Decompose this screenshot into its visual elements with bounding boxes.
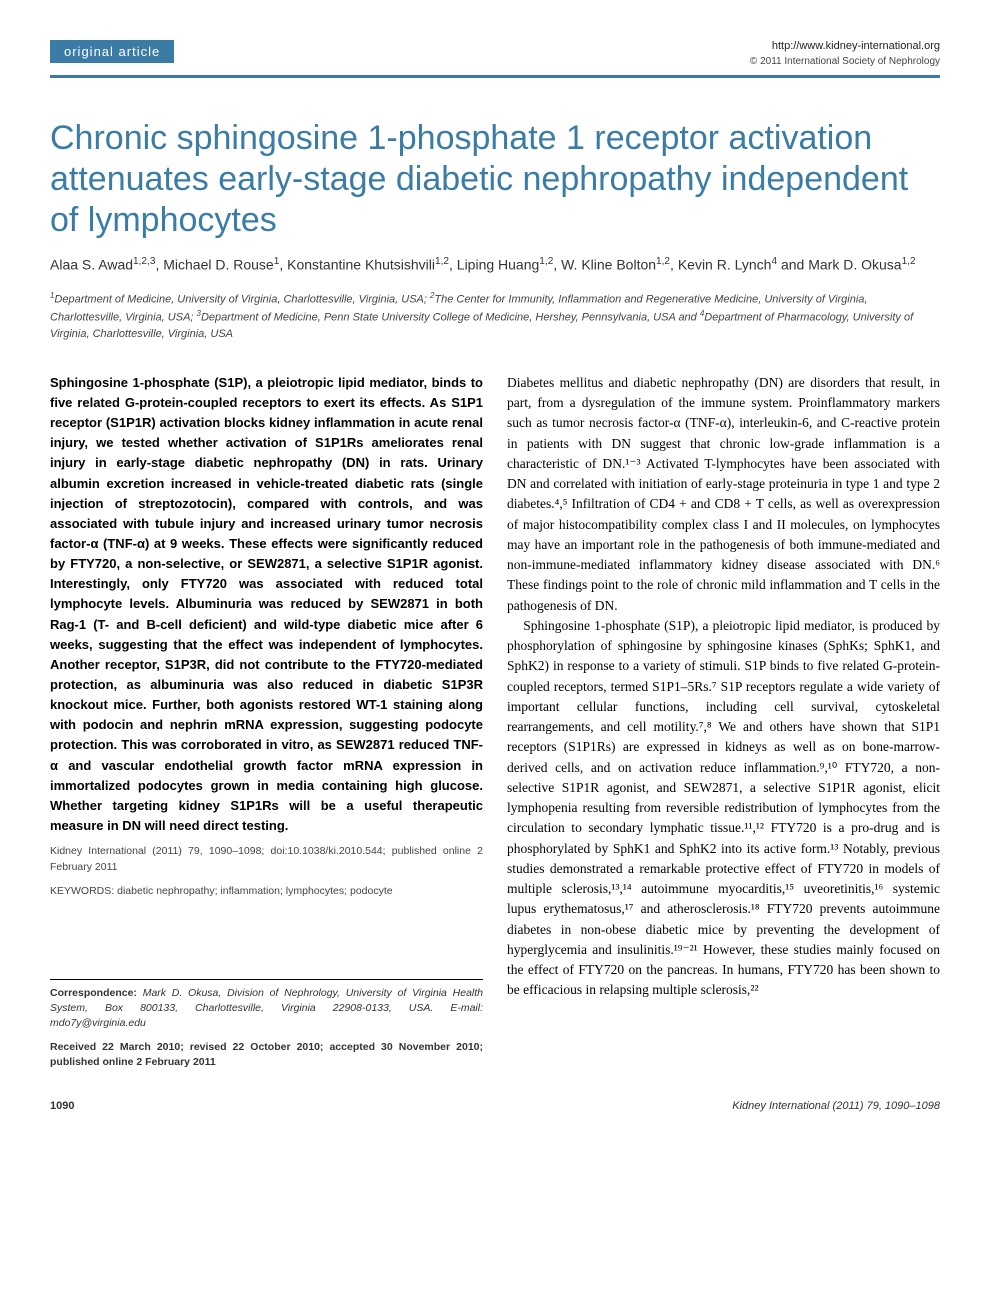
header-meta: http://www.kidney-international.org © 20… <box>750 40 940 67</box>
page-header: original article http://www.kidney-inter… <box>50 40 940 67</box>
header-divider <box>50 75 940 78</box>
footer-journal-name: Kidney International <box>732 1100 829 1112</box>
copyright-line: © 2011 International Society of Nephrolo… <box>750 56 940 67</box>
affiliations: 1Department of Medicine, University of V… <box>50 290 940 343</box>
body-paragraph-2: Sphingosine 1-phosphate (S1P), a pleiotr… <box>507 616 940 1001</box>
article-title: Chronic sphingosine 1-phosphate 1 recept… <box>50 118 940 240</box>
abstract: Sphingosine 1-phosphate (S1P), a pleiotr… <box>50 373 483 836</box>
article-dates: Received 22 March 2010; revised 22 Octob… <box>50 1040 483 1069</box>
page-number: 1090 <box>50 1100 74 1112</box>
correspondence: Correspondence: Mark D. Okusa, Division … <box>50 979 483 1030</box>
author-list: Alaa S. Awad1,2,3, Michael D. Rouse1, Ko… <box>50 254 940 276</box>
article-type-badge: original article <box>50 40 174 63</box>
page: original article http://www.kidney-inter… <box>0 0 990 1142</box>
footer-journal: Kidney International (2011) 79, 1090–109… <box>732 1100 940 1112</box>
right-column: Diabetes mellitus and diabetic nephropat… <box>507 373 940 1070</box>
keywords: KEYWORDS: diabetic nephropathy; inflamma… <box>50 884 483 900</box>
footer-issue: (2011) 79, 1090–1098 <box>833 1100 940 1112</box>
citation-line: Kidney International (2011) 79, 1090–109… <box>50 844 483 876</box>
keywords-values: diabetic nephropathy; inflammation; lymp… <box>117 885 393 897</box>
correspondence-label: Correspondence: <box>50 987 137 999</box>
keywords-label: KEYWORDS: <box>50 885 114 897</box>
journal-url[interactable]: http://www.kidney-international.org <box>750 40 940 52</box>
left-column: Sphingosine 1-phosphate (S1P), a pleiotr… <box>50 373 483 1070</box>
page-footer: 1090 Kidney International (2011) 79, 109… <box>50 1094 940 1112</box>
two-column-body: Sphingosine 1-phosphate (S1P), a pleiotr… <box>50 373 940 1070</box>
body-paragraph-1: Diabetes mellitus and diabetic nephropat… <box>507 373 940 616</box>
